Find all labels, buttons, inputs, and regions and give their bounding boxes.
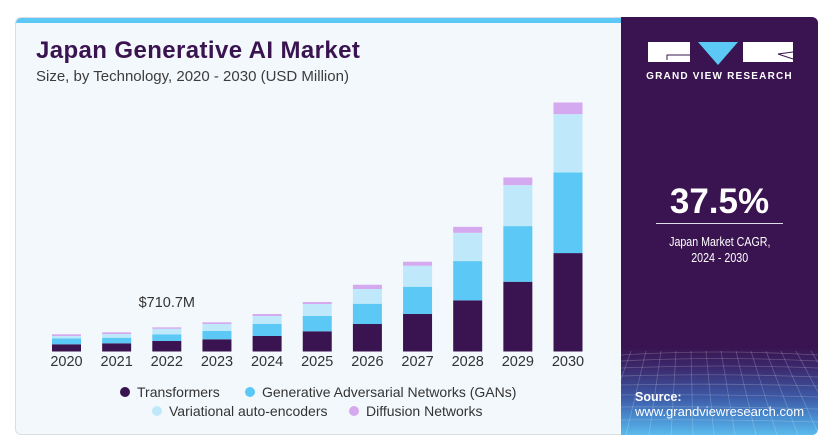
bar-segment-diffusion-networks-2021 — [102, 332, 132, 334]
x-tick-label-2025: 2025 — [301, 354, 333, 370]
bar-segment-diffusion-networks-2025 — [302, 302, 332, 305]
x-tick-label-2030: 2030 — [552, 354, 584, 370]
legend-dot-diffusion — [349, 406, 359, 416]
legend-dot-vae — [152, 406, 162, 416]
gvr-logo-icon — [648, 42, 794, 65]
bar-segment-variational-auto-encoders-2029 — [503, 185, 533, 227]
x-tick-label-2028: 2028 — [452, 354, 484, 370]
bar-segment-variational-auto-encoders-2024 — [252, 316, 282, 325]
bar-segment-diffusion-networks-2024 — [252, 314, 282, 317]
bar-segment-transformers-2027 — [403, 314, 433, 352]
bar-segment-transformers-2021 — [102, 343, 132, 352]
annotations: $710.7M — [139, 295, 195, 311]
legend-item-transformers: Transformers — [120, 384, 220, 400]
brand-name: GRAND VIEW RESEARCH — [646, 71, 793, 82]
cagr-label-line1: Japan Market CAGR, — [621, 234, 818, 249]
stat-divider — [656, 223, 783, 224]
x-tick-label-2023: 2023 — [201, 354, 233, 370]
bar-segment-variational-auto-encoders-2027 — [403, 265, 433, 287]
x-tick-label-2027: 2027 — [401, 354, 433, 370]
x-axis-labels: 2020 2021 2022 2023 2024 2025 2026 2027 2028 2029… — [50, 354, 584, 370]
bar-segment-diffusion-networks-2022 — [152, 327, 182, 329]
bar-segment-transformers-2020 — [52, 344, 81, 352]
bar-stack-2026 — [352, 284, 382, 352]
legend-item-gans: Generative Adversarial Networks (GANs) — [245, 384, 516, 400]
accent-stripe — [16, 18, 621, 23]
bar-segment-variational-auto-encoders-2021 — [102, 334, 132, 338]
bar-segment-generative-adversarial-networks-gans-2022 — [152, 334, 182, 342]
bar-segment-diffusion-networks-2028 — [453, 226, 483, 233]
bar-segment-transformers-2025 — [302, 331, 332, 352]
legend-item-vae: Variational auto-encoders — [152, 403, 328, 419]
x-tick-label-2024: 2024 — [251, 354, 283, 370]
legend-label: Generative Adversarial Networks (GANs) — [262, 384, 517, 400]
cagr-value: 37.5% — [669, 182, 770, 221]
bar-segment-diffusion-networks-2030 — [553, 102, 583, 115]
bar-segment-diffusion-networks-2023 — [202, 322, 232, 325]
chart-title: Japan Generative AI Market — [36, 37, 361, 64]
legend-item-diffusion: Diffusion Networks — [349, 403, 482, 419]
bar-stack-2023 — [202, 322, 232, 352]
bar-segment-generative-adversarial-networks-gans-2030 — [553, 172, 583, 254]
bar-segment-generative-adversarial-networks-gans-2021 — [102, 337, 132, 344]
bar-stack-2021 — [102, 332, 132, 352]
data-label-2022: $710.7M — [139, 295, 195, 311]
bar-segment-variational-auto-encoders-2025 — [302, 304, 332, 317]
bars-layer — [52, 102, 583, 352]
x-tick-label-2021: 2021 — [101, 354, 133, 370]
bar-stack-2024 — [252, 314, 282, 352]
bar-segment-variational-auto-encoders-2026 — [352, 289, 382, 304]
bar-segment-transformers-2024 — [252, 336, 282, 352]
bar-stack-2028 — [453, 226, 483, 352]
bar-stack-2020 — [52, 334, 81, 352]
bar-segment-generative-adversarial-networks-gans-2023 — [202, 331, 232, 340]
x-tick-label-2022: 2022 — [151, 354, 183, 370]
legend-label: Variational auto-encoders — [169, 403, 328, 419]
bar-segment-generative-adversarial-networks-gans-2029 — [503, 226, 533, 282]
bar-segment-variational-auto-encoders-2022 — [152, 328, 182, 335]
bar-segment-generative-adversarial-networks-gans-2020 — [52, 338, 81, 345]
bar-segment-transformers-2023 — [202, 339, 232, 352]
bar-segment-transformers-2026 — [352, 324, 382, 352]
bar-segment-diffusion-networks-2020 — [52, 334, 81, 336]
bar-stack-2030 — [553, 102, 583, 352]
bar-segment-generative-adversarial-networks-gans-2025 — [302, 316, 332, 332]
legend-dot-transformers — [120, 387, 130, 397]
source-label: Source: — [635, 390, 682, 404]
legend-label: Transformers — [137, 384, 220, 400]
bar-segment-generative-adversarial-networks-gans-2026 — [352, 303, 382, 325]
cagr-period-text: 2024 - 2030 — [691, 250, 748, 265]
bar-segment-transformers-2030 — [553, 253, 583, 352]
legend-label: Diffusion Networks — [366, 403, 483, 419]
x-tick-label-2029: 2029 — [502, 354, 534, 370]
bar-segment-variational-auto-encoders-2020 — [52, 336, 81, 339]
bar-stack-2022 — [152, 327, 182, 352]
bar-segment-variational-auto-encoders-2028 — [453, 232, 483, 262]
bar-segment-transformers-2029 — [503, 281, 533, 352]
bar-segment-diffusion-networks-2027 — [403, 261, 433, 266]
x-tick-label-2020: 2020 — [50, 354, 82, 370]
bar-segment-generative-adversarial-networks-gans-2027 — [403, 286, 433, 315]
source-url: www.grandviewresearch.com — [635, 404, 805, 419]
cagr-label-line2: 2024 - 2030 — [621, 250, 818, 265]
bar-segment-transformers-2028 — [453, 300, 483, 352]
bar-stack-2025 — [302, 302, 332, 352]
chart-subtitle: Size, by Technology, 2020 - 2030 (USD Mi… — [36, 68, 349, 85]
bar-stack-2029 — [503, 177, 533, 352]
bar-segment-diffusion-networks-2029 — [503, 177, 533, 186]
bar-segment-variational-auto-encoders-2023 — [202, 324, 232, 331]
bar-segment-generative-adversarial-networks-gans-2028 — [453, 261, 483, 301]
bar-segment-generative-adversarial-networks-gans-2024 — [252, 324, 282, 336]
bar-stack-2027 — [403, 261, 433, 352]
grid-background-decoration — [621, 350, 818, 435]
x-tick-label-2026: 2026 — [351, 354, 383, 370]
bar-segment-diffusion-networks-2026 — [352, 284, 382, 290]
cagr-label-text: Japan Market CAGR, — [668, 234, 771, 249]
brand-panel: GRAND VIEW RESEARCH 37.5% Japan Market C… — [621, 17, 818, 435]
legend-dot-gans — [245, 387, 255, 397]
bar-segment-variational-auto-encoders-2030 — [553, 114, 583, 173]
bar-segment-transformers-2022 — [152, 341, 182, 352]
